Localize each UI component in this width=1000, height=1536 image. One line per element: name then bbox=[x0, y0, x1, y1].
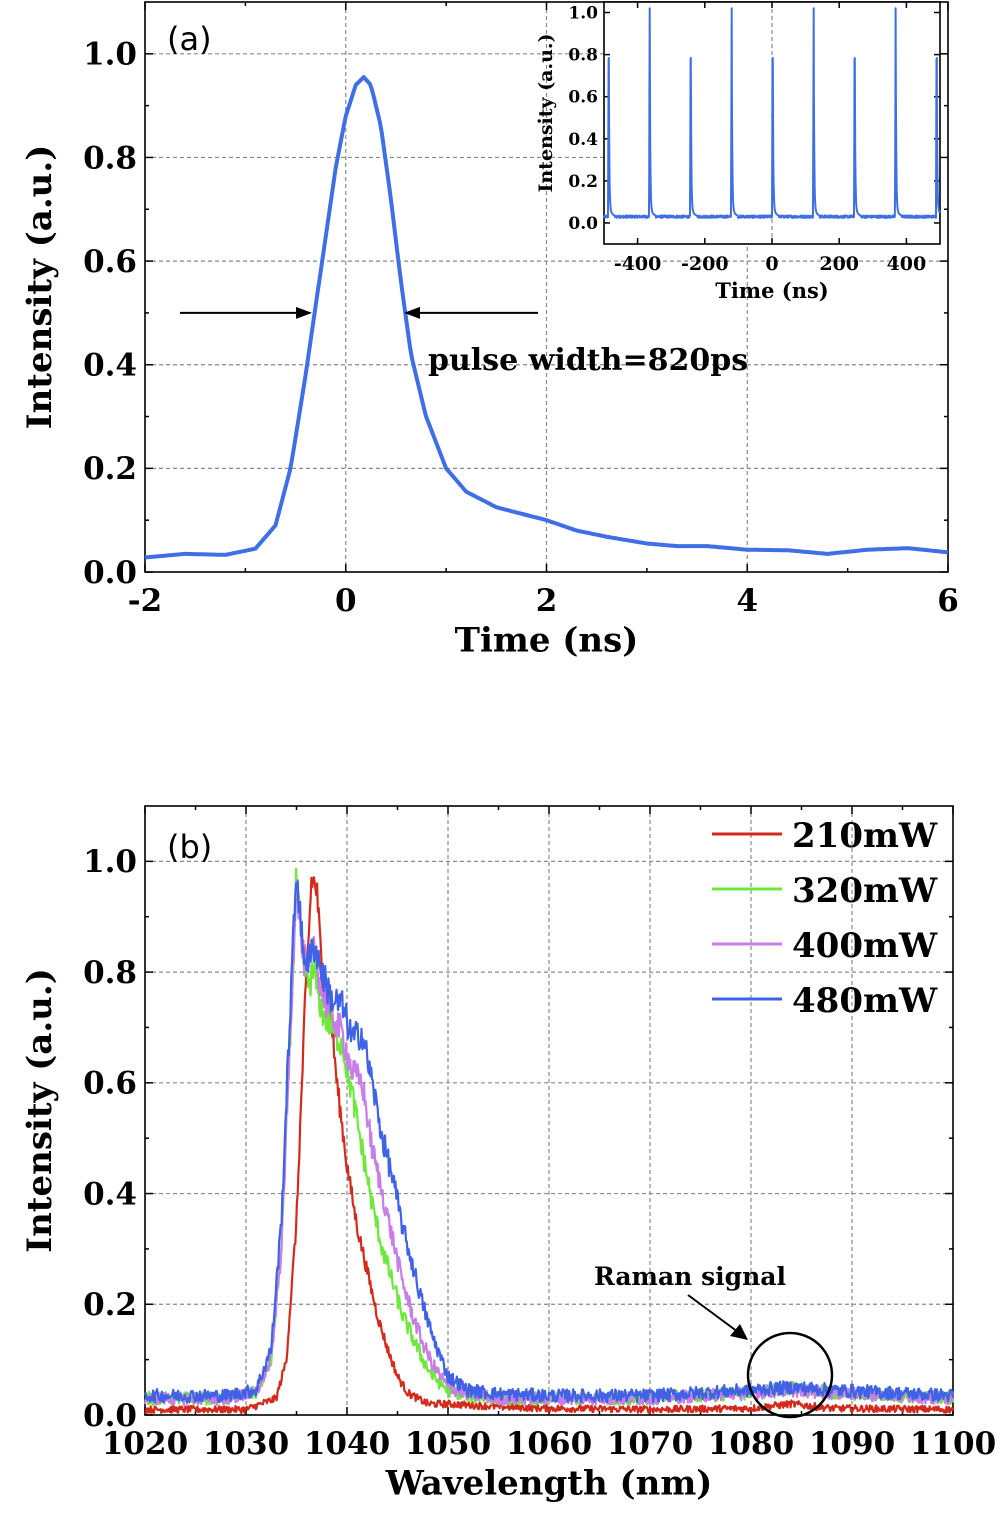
x-tick-label: 0 bbox=[335, 583, 357, 619]
x-tick-label: 1090 bbox=[809, 1426, 895, 1462]
y-tick-label: 0.8 bbox=[83, 140, 137, 176]
fwhm-arrowhead-left bbox=[296, 306, 312, 319]
pulse-curve bbox=[144, 75, 949, 560]
x-tick-label: 1060 bbox=[506, 1426, 592, 1462]
inset-y-axis-title: Intensity (a.u.) bbox=[535, 33, 557, 192]
y-tick-label: 0.4 bbox=[83, 1176, 137, 1212]
y-tick-label: 0.6 bbox=[83, 1066, 137, 1102]
legend-label: 400mW bbox=[792, 926, 938, 966]
legend-label: 320mW bbox=[792, 871, 938, 911]
x-tick-label: 1100 bbox=[910, 1426, 996, 1462]
inset-x-tick-label: 200 bbox=[819, 253, 859, 275]
x-axis-title: Time (ns) bbox=[455, 621, 639, 661]
pulse-width-annotation: pulse width=820ps bbox=[428, 343, 748, 378]
panel-label-a: (a) bbox=[167, 20, 212, 58]
inset-chart: -400 -200 0 200 400 0.0 0.2 0.4 0.6 0.8 1.0 Time (n… bbox=[535, 1, 941, 303]
inset-y-tick-label: 1.0 bbox=[568, 4, 598, 24]
legend: 210mW 320mW 400mW 480mW bbox=[712, 816, 938, 1021]
y-axis-title: Intensity (a.u.) bbox=[20, 145, 60, 430]
inset-y-tick-label: 0.4 bbox=[568, 130, 598, 150]
series-line-480mW bbox=[143, 880, 955, 1404]
fwhm-arrowhead-right bbox=[404, 306, 420, 319]
y-tick-label: 0.6 bbox=[83, 244, 137, 280]
y-tick-label: 0.0 bbox=[83, 555, 137, 591]
x-tick-label: 1020 bbox=[102, 1426, 188, 1462]
x-axis-title: Wavelength (nm) bbox=[385, 1464, 713, 1504]
raman-circle bbox=[746, 1331, 834, 1419]
legend-label: 480mW bbox=[792, 981, 938, 1021]
x-tick-label: 1030 bbox=[203, 1426, 289, 1462]
inset-x-tick-label: -200 bbox=[681, 253, 729, 275]
inset-x-tick-label: 0 bbox=[765, 253, 778, 275]
inset-x-tick-label: 400 bbox=[887, 253, 927, 275]
x-tick-label: -2 bbox=[128, 583, 162, 619]
x-tick-label: 1040 bbox=[304, 1426, 390, 1462]
raman-arrow bbox=[687, 1294, 739, 1333]
panel-label-b: (b) bbox=[167, 828, 212, 866]
panel-b-chart: 1020 1030 1040 1050 1060 1070 1080 1090 1100 0.0 0… bbox=[20, 805, 996, 1504]
x-tick-label: 1080 bbox=[708, 1426, 794, 1462]
inset-y-tick-label: 0.0 bbox=[568, 214, 598, 234]
inset-x-axis-title: Time (ns) bbox=[715, 278, 828, 303]
raman-arrowhead bbox=[730, 1324, 748, 1340]
x-tick-label: 1070 bbox=[607, 1426, 693, 1462]
y-axis-title: Intensity (a.u.) bbox=[20, 968, 60, 1253]
raman-annotation: Raman signal bbox=[594, 1262, 786, 1291]
x-tick-label: 4 bbox=[736, 583, 758, 619]
panel-a-chart: -2 0 2 4 6 0.0 0.2 0.4 0.6 0.8 1.0 Time (ns) Intensi… bbox=[20, 1, 959, 661]
x-tick-label: 1050 bbox=[405, 1426, 491, 1462]
y-tick-label: 1.0 bbox=[83, 37, 137, 73]
inset-y-tick-label: 0.2 bbox=[568, 172, 598, 192]
legend-label: 210mW bbox=[792, 816, 938, 856]
y-tick-label: 0.2 bbox=[83, 1287, 137, 1323]
y-tick-label: 0.4 bbox=[83, 348, 137, 384]
inset-x-tick-label: -400 bbox=[614, 253, 662, 275]
y-tick-label: 0.2 bbox=[83, 451, 137, 487]
inset-pulse-train bbox=[603, 7, 941, 219]
x-tick-label: 6 bbox=[937, 583, 959, 619]
x-tick-label: 2 bbox=[536, 583, 558, 619]
inset-y-tick-label: 0.6 bbox=[568, 88, 598, 108]
y-tick-label: 0.0 bbox=[83, 1398, 137, 1434]
y-tick-label: 1.0 bbox=[83, 844, 137, 880]
y-tick-label: 0.8 bbox=[83, 955, 137, 991]
inset-y-tick-label: 0.8 bbox=[568, 46, 598, 66]
